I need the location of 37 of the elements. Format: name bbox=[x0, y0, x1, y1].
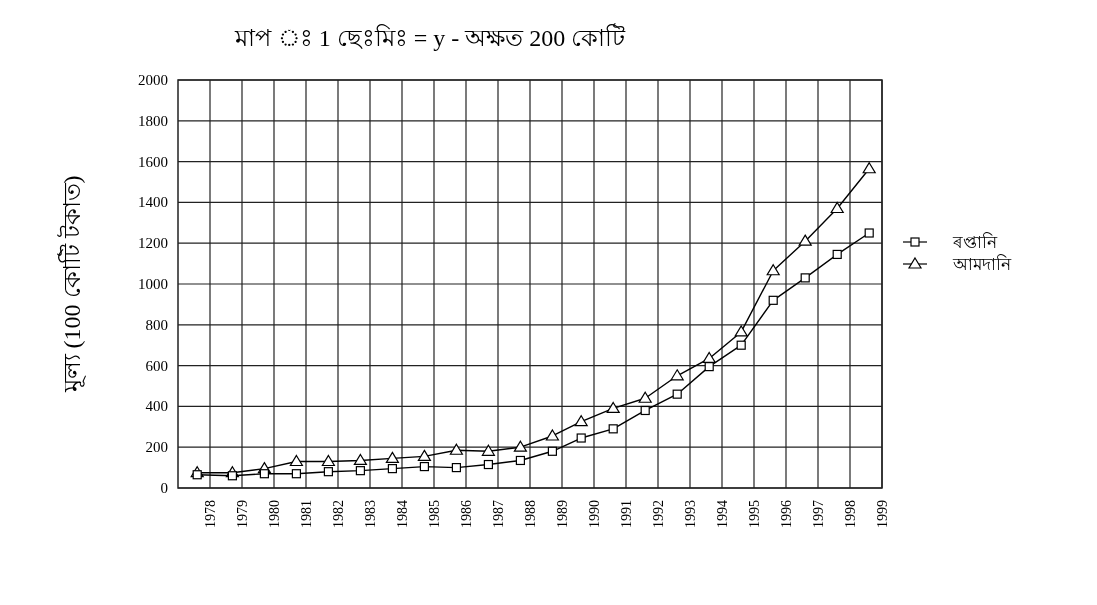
x-tick-label: 1983 bbox=[363, 500, 378, 528]
y-tick-label: 1000 bbox=[138, 276, 168, 292]
y-tick-label: 400 bbox=[145, 398, 168, 415]
x-tick-label: 1984 bbox=[395, 500, 410, 528]
y-tick-label: 1400 bbox=[138, 194, 168, 211]
x-tick-label: 1991 bbox=[619, 500, 634, 528]
legend-label: ৰপ্তানি bbox=[952, 232, 998, 252]
x-tick-label: 1998 bbox=[843, 500, 858, 528]
x-tick-label: 1986 bbox=[459, 500, 474, 528]
x-tick-label: 1980 bbox=[267, 500, 282, 528]
x-tick-label: 1995 bbox=[747, 500, 762, 528]
x-tick-label: 1992 bbox=[651, 500, 666, 528]
y-tick-label: 2000 bbox=[138, 72, 168, 88]
x-tick-label: 1978 bbox=[203, 500, 218, 528]
x-tick-label: 1979 bbox=[235, 500, 250, 528]
x-tick-label: 1997 bbox=[811, 500, 826, 528]
y-tick-label: 1600 bbox=[138, 153, 168, 170]
x-tick-label: 1988 bbox=[523, 500, 538, 528]
x-tick-label: 1993 bbox=[683, 500, 698, 528]
x-tick-label: 1990 bbox=[587, 500, 602, 528]
chart-title: মাপ ঃ 1 ছেঃমিঃ = y - অক্ষত 200 কোটি bbox=[233, 23, 627, 51]
legend-label: আমদানি bbox=[952, 254, 1012, 274]
x-tick-label: 1981 bbox=[299, 500, 314, 528]
x-tick-label: 1996 bbox=[779, 500, 794, 528]
x-tick-label: 1985 bbox=[427, 500, 442, 528]
x-tick-label: 1982 bbox=[331, 500, 346, 528]
x-tick-label: 1987 bbox=[491, 500, 506, 528]
x-tick-label: 1999 bbox=[875, 500, 890, 528]
y-tick-label: 1200 bbox=[138, 235, 168, 252]
y-tick-label: 800 bbox=[145, 316, 168, 333]
y-axis-title: মূল্য (100 কোটি টকাত) bbox=[57, 175, 86, 394]
y-tick-label: 0 bbox=[160, 480, 168, 496]
y-tick-label: 600 bbox=[145, 357, 168, 374]
y-tick-label: 1800 bbox=[138, 112, 168, 129]
x-tick-label: 1994 bbox=[715, 500, 730, 528]
x-tick-label: 1989 bbox=[555, 500, 570, 528]
y-tick-label: 200 bbox=[145, 439, 168, 456]
